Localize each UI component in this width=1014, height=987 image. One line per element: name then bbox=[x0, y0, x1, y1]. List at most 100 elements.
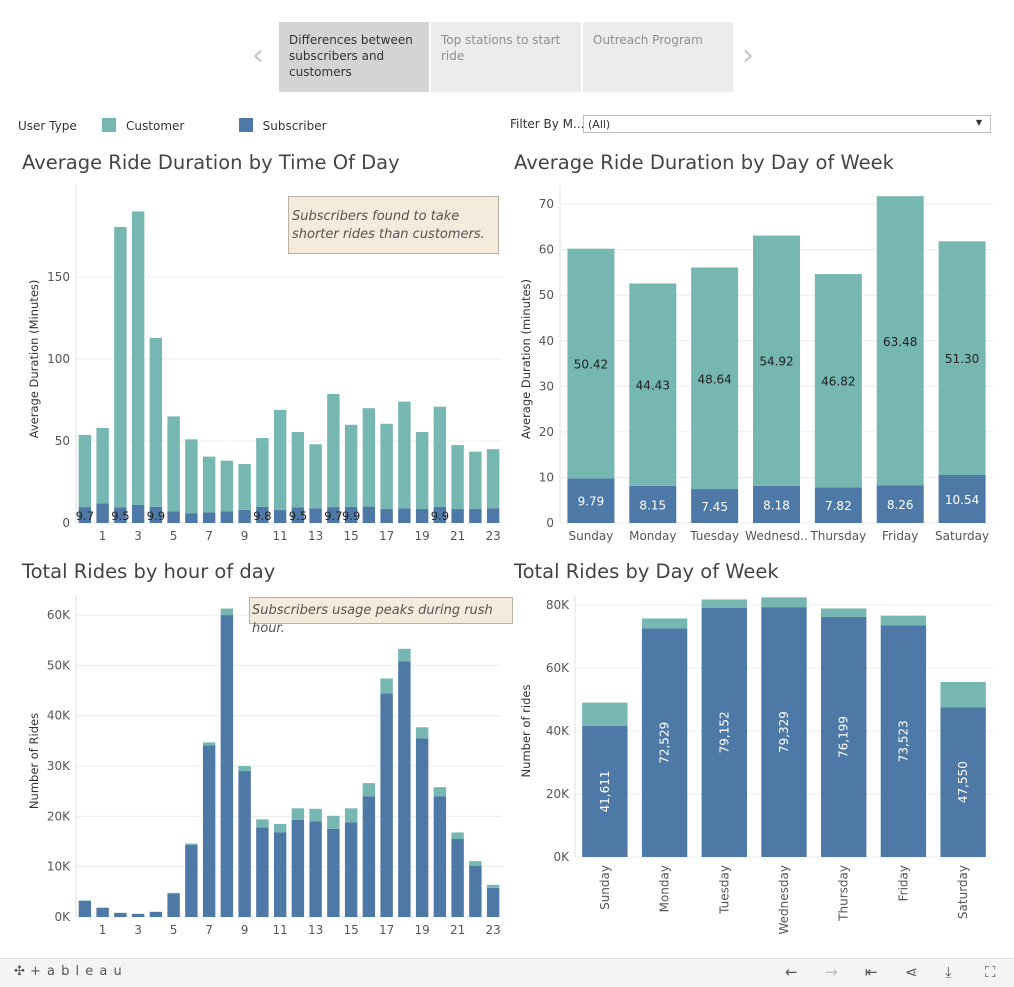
y-tick-label: 40K bbox=[47, 709, 71, 723]
bar-subscriber bbox=[469, 509, 481, 523]
month-filter-dropdown[interactable]: (All) ▼ bbox=[583, 115, 991, 133]
bar-subscriber bbox=[274, 832, 286, 917]
bar-customer bbox=[398, 649, 410, 662]
undo-icon[interactable]: ← bbox=[785, 963, 798, 981]
bar-subscriber bbox=[132, 505, 144, 523]
bar-customer bbox=[203, 457, 215, 513]
revert-icon[interactable]: ⇤ bbox=[865, 963, 878, 981]
legend-swatch-subscriber[interactable] bbox=[239, 118, 253, 132]
data-label-subscriber: 79,329 bbox=[777, 711, 791, 753]
y-tick-label: 40 bbox=[539, 334, 554, 348]
bar-customer bbox=[167, 416, 179, 511]
x-tick-label: 15 bbox=[343, 923, 358, 937]
bar-subscriber bbox=[79, 901, 91, 917]
bar-customer bbox=[79, 900, 91, 901]
chevron-down-icon[interactable]: ▼ bbox=[976, 118, 982, 127]
x-tick-label: 13 bbox=[308, 923, 323, 937]
x-tick-label: 21 bbox=[450, 529, 465, 543]
bar-customer bbox=[469, 861, 481, 866]
x-tick-label: Tuesday bbox=[717, 865, 731, 915]
tableau-logo-icon[interactable]: ✣ bbox=[14, 964, 25, 979]
bar-customer bbox=[821, 608, 866, 617]
y-tick-label: 50K bbox=[47, 658, 71, 672]
y-tick-label: 70 bbox=[539, 197, 554, 211]
bar-customer bbox=[238, 766, 250, 771]
bar-subscriber bbox=[203, 745, 215, 917]
x-tick-label: Monday bbox=[629, 529, 676, 543]
filter-value: (All) bbox=[588, 118, 610, 131]
y-tick-label: 60K bbox=[47, 608, 71, 622]
bar-subscriber bbox=[185, 513, 197, 523]
bar-subscriber bbox=[96, 908, 108, 917]
x-tick-label: Friday bbox=[896, 865, 910, 901]
bar-customer bbox=[132, 211, 144, 505]
bar-customer bbox=[642, 618, 687, 628]
legend-label-subscriber[interactable]: Subscriber bbox=[263, 119, 327, 133]
bar-customer bbox=[79, 435, 91, 507]
legend-label-customer[interactable]: Customer bbox=[126, 119, 184, 133]
bar-customer bbox=[761, 597, 806, 607]
download-icon[interactable]: ⤓ bbox=[945, 963, 952, 981]
data-label-subscriber: 9.9 bbox=[342, 509, 360, 523]
legend-swatch-customer[interactable] bbox=[102, 118, 116, 132]
data-label-customer: 54.92 bbox=[759, 355, 793, 369]
x-tick-label: 13 bbox=[308, 529, 323, 543]
bar-customer bbox=[256, 819, 268, 827]
y-tick-label: 0K bbox=[553, 850, 570, 864]
data-label-subscriber: 79,152 bbox=[717, 711, 731, 753]
bar-customer bbox=[345, 808, 357, 822]
x-tick-label: 1 bbox=[99, 529, 107, 543]
data-label-subscriber: 8.15 bbox=[639, 498, 666, 512]
bar-customer bbox=[292, 432, 304, 507]
y-tick-label: 20 bbox=[539, 425, 554, 439]
data-label-subscriber: 10.54 bbox=[945, 493, 979, 507]
bar-customer bbox=[256, 438, 268, 507]
story-point-outreach[interactable]: Outreach Program bbox=[583, 22, 733, 92]
x-tick-label: 23 bbox=[485, 923, 500, 937]
bar-subscriber bbox=[96, 503, 108, 523]
share-icon[interactable]: ⋖ bbox=[905, 963, 918, 981]
y-tick-label: 40K bbox=[546, 724, 570, 738]
data-label-subscriber: 9.7 bbox=[324, 509, 342, 523]
data-label-subscriber: 9.9 bbox=[431, 509, 449, 523]
bar-subscriber bbox=[292, 820, 304, 917]
story-point-differences[interactable]: Differences between subscribers and cust… bbox=[279, 22, 429, 92]
x-tick-label: 23 bbox=[485, 529, 500, 543]
data-label-subscriber: 47,550 bbox=[956, 761, 970, 803]
bar-customer bbox=[380, 678, 392, 693]
bar-customer bbox=[150, 338, 162, 507]
redo-icon[interactable]: → bbox=[825, 963, 838, 981]
bar-customer bbox=[221, 461, 233, 512]
bar-customer bbox=[238, 464, 250, 510]
x-tick-label: 11 bbox=[272, 529, 287, 543]
bar-customer bbox=[345, 425, 357, 507]
data-label-subscriber: 9.5 bbox=[111, 509, 129, 523]
fullscreen-icon[interactable]: ⛶ bbox=[985, 963, 996, 981]
bar-customer bbox=[274, 824, 286, 833]
y-tick-label: 60 bbox=[539, 243, 554, 257]
tableau-brand[interactable]: + a b l e a u bbox=[30, 964, 123, 979]
data-label-customer: 46.82 bbox=[821, 375, 855, 389]
bar-customer bbox=[582, 703, 627, 726]
data-label-subscriber: 9.9 bbox=[147, 509, 165, 523]
x-tick-label: 7 bbox=[205, 923, 213, 937]
x-tick-label: Thursday bbox=[837, 865, 851, 922]
bar-customer bbox=[221, 609, 233, 616]
x-tick-label: 9 bbox=[241, 529, 249, 543]
bar-customer bbox=[363, 783, 375, 796]
story-prev-arrow[interactable]: ‹ bbox=[252, 44, 264, 68]
data-label-subscriber: 7.82 bbox=[825, 499, 852, 513]
bar-subscriber bbox=[451, 839, 463, 917]
bar-subscriber bbox=[363, 507, 375, 523]
chart-title-duration-time: Average Ride Duration by Time Of Day bbox=[22, 151, 400, 174]
x-tick-label: Sunday bbox=[598, 865, 612, 910]
y-tick-label: 30 bbox=[539, 379, 554, 393]
story-point-top-stations[interactable]: Top stations to start ride bbox=[431, 22, 581, 92]
x-tick-label: 19 bbox=[414, 529, 429, 543]
y-tick-label: 100 bbox=[47, 352, 70, 366]
x-tick-label: Wednesd.. bbox=[745, 529, 808, 543]
story-next-arrow[interactable]: › bbox=[742, 44, 754, 68]
data-label-subscriber: 72,529 bbox=[658, 722, 672, 764]
x-tick-label: 17 bbox=[379, 529, 394, 543]
